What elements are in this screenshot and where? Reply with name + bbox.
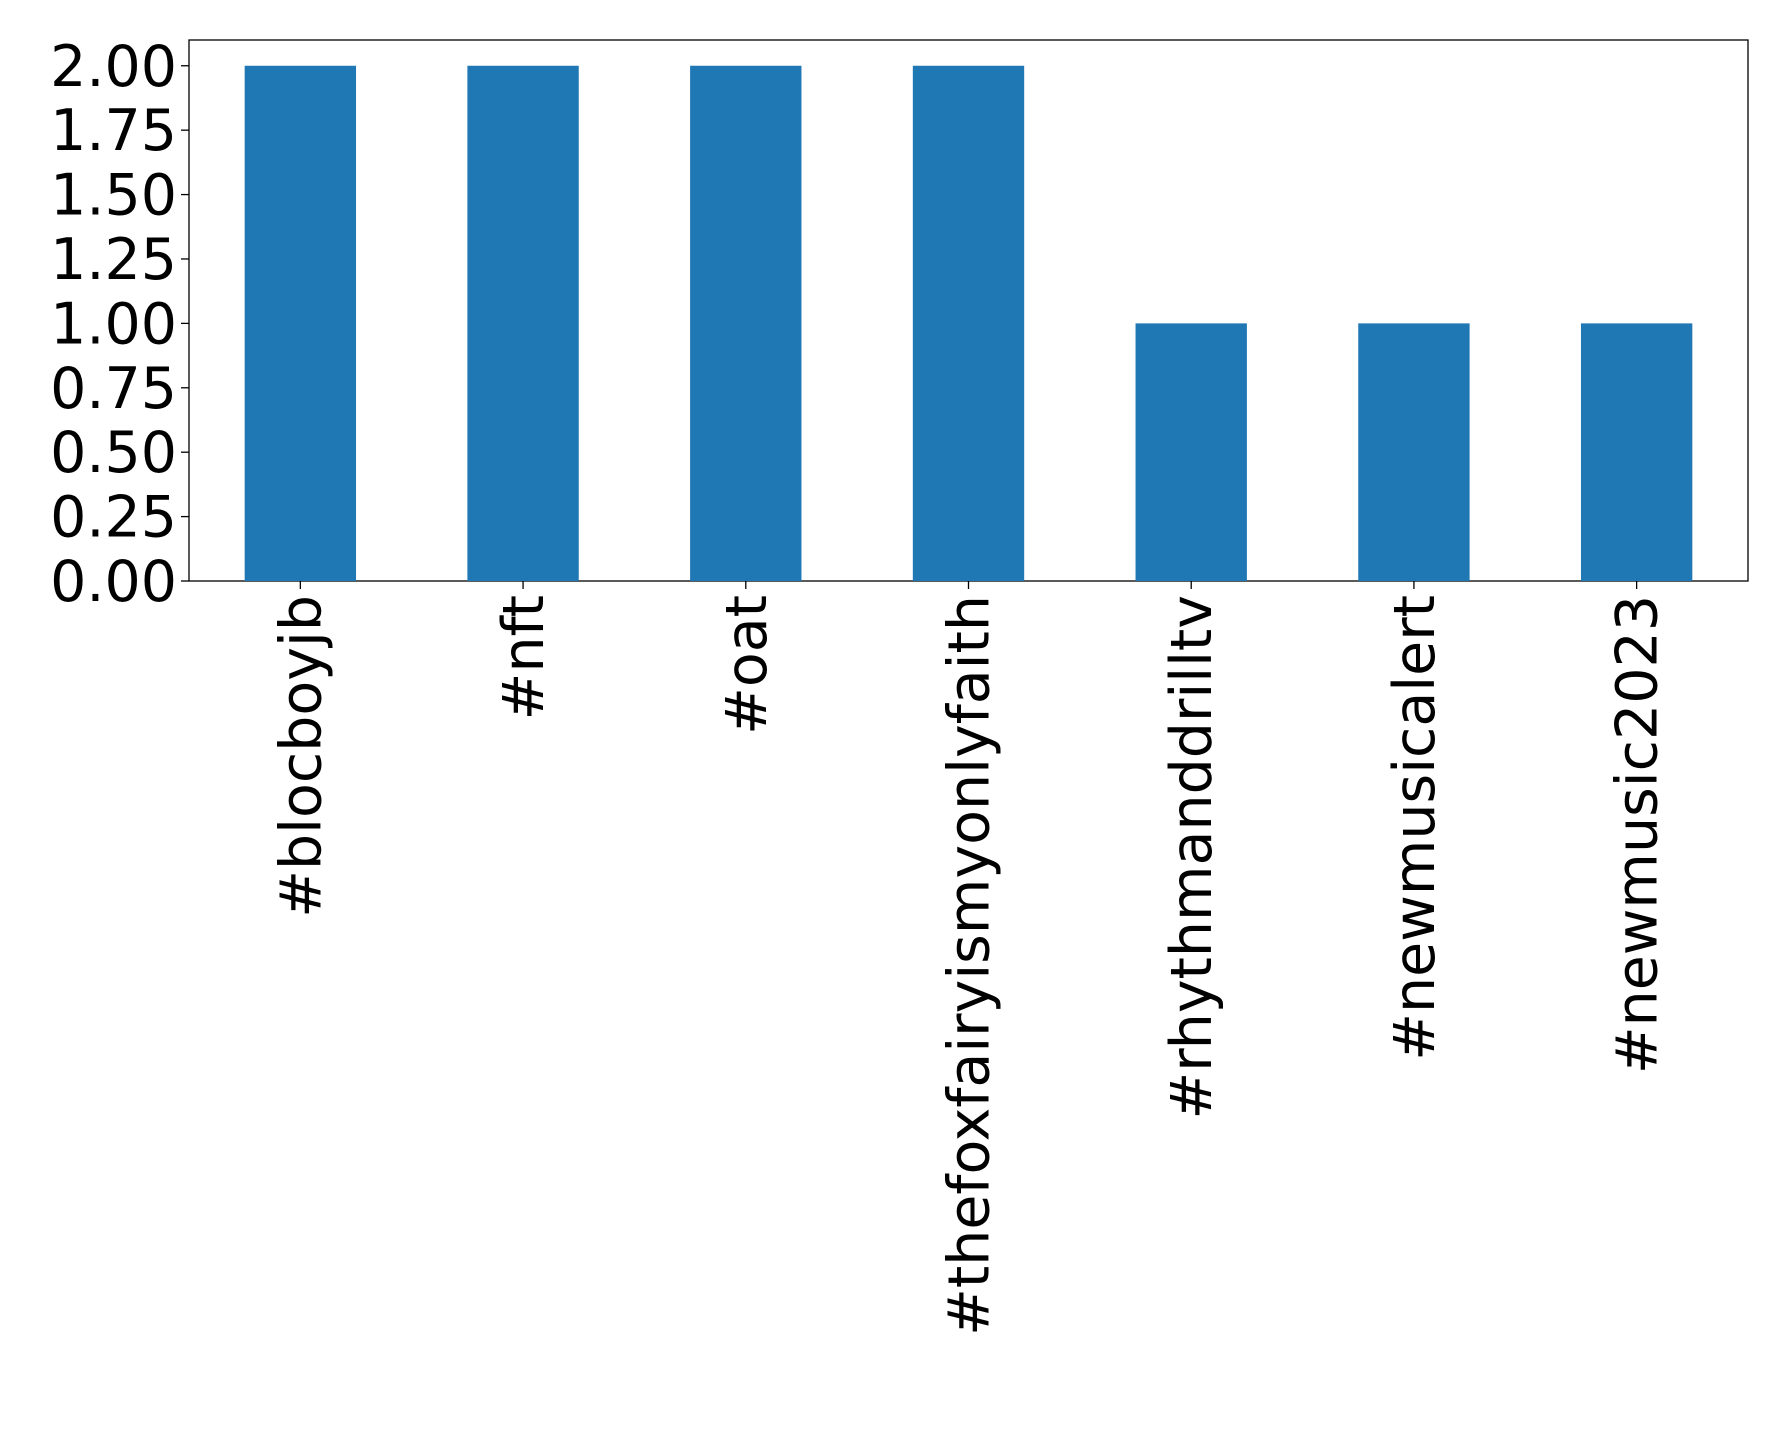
bar xyxy=(1580,323,1693,581)
y-tick-label: 1.50 xyxy=(50,163,177,229)
x-tick-label: #newmusic2023 xyxy=(1605,595,1671,1074)
y-tick-label: 0.50 xyxy=(50,420,177,486)
bar xyxy=(467,65,579,581)
x-tick-label: #newmusicalert xyxy=(1382,595,1448,1061)
y-tick-label: 0.00 xyxy=(50,549,177,615)
bar xyxy=(1358,323,1470,581)
x-tick-label: #rhythmanddrilltv xyxy=(1159,595,1225,1120)
y-tick-label: 0.25 xyxy=(50,485,177,551)
y-tick-label: 1.25 xyxy=(50,227,177,293)
x-tick-label: #nft xyxy=(491,595,557,720)
x-tick-label: #blocboyjb xyxy=(268,595,334,918)
y-tick-label: 2.00 xyxy=(50,34,177,100)
x-tick-label: #oat xyxy=(714,595,780,735)
y-tick-label: 1.00 xyxy=(50,291,177,357)
y-tick-label: 1.75 xyxy=(50,98,177,164)
bar xyxy=(1135,323,1247,581)
x-tick-label: #thefoxfairyismyonlyfaith xyxy=(937,595,1003,1336)
bar xyxy=(690,65,802,581)
bar xyxy=(912,65,1025,581)
bar xyxy=(244,65,357,581)
y-tick-label: 0.75 xyxy=(50,356,177,422)
